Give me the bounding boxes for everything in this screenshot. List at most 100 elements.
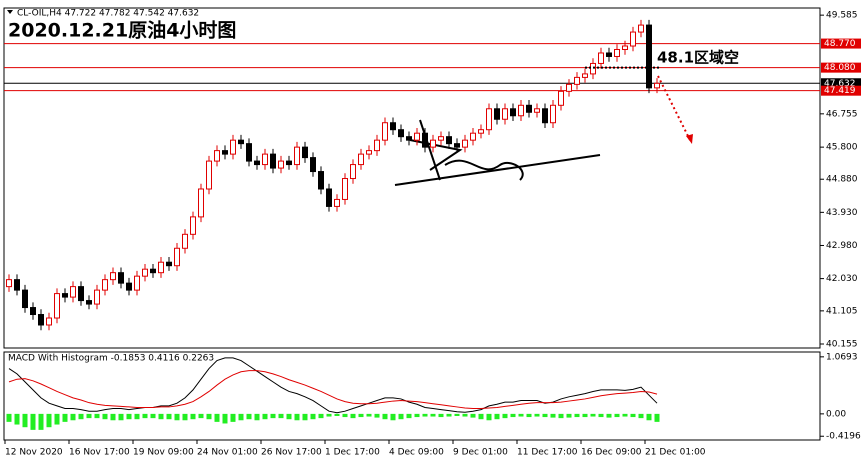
y-tick-label: 49.585: [826, 11, 858, 21]
level-label: 48.770: [824, 39, 856, 49]
histogram-bar: [510, 413, 516, 418]
y-tick-label: 45.800: [826, 143, 858, 153]
candle-body: [214, 150, 220, 162]
candle-body: [270, 153, 276, 169]
candle-body: [430, 139, 436, 148]
histogram-bar: [110, 413, 116, 421]
candle-body: [558, 90, 564, 106]
level-label: 47.632: [824, 79, 856, 89]
histogram-bar: [390, 413, 396, 421]
candle-body: [6, 279, 12, 288]
macd-pane: [3, 351, 821, 441]
candle-body: [654, 82, 660, 89]
candle-body: [486, 108, 492, 131]
candle-body: [422, 132, 428, 148]
histogram-bar: [638, 413, 644, 419]
y-tick-label: 41.105: [826, 306, 858, 316]
histogram-bar: [182, 413, 188, 421]
candle-body: [478, 129, 484, 134]
candle-body: [470, 132, 476, 141]
y-tick-label: 1.0693: [826, 352, 858, 362]
macd-line: [8, 370, 658, 410]
histogram-bar: [142, 413, 148, 419]
histogram-bar: [302, 413, 308, 421]
histogram-bar: [30, 413, 36, 430]
candle-body: [598, 52, 604, 64]
histogram-bar: [174, 413, 180, 421]
candle-body: [526, 104, 532, 113]
candle-body: [254, 160, 260, 166]
level-label: 47.419: [824, 86, 856, 96]
candle-body: [510, 108, 516, 117]
annotation: 48.1区域空: [657, 49, 739, 67]
candle-body: [174, 247, 180, 267]
histogram-bar: [278, 413, 284, 419]
y-tick-label: -0.4196: [826, 432, 861, 442]
x-tick-label: 1 Dec 17:00: [325, 448, 380, 458]
histogram-bar: [198, 413, 204, 419]
candle-body: [118, 272, 124, 284]
candle-body: [350, 164, 356, 180]
y-tick-label: 44.880: [826, 175, 858, 185]
histogram-bar: [582, 413, 588, 418]
candle-body: [286, 160, 292, 166]
candle-body: [454, 143, 460, 148]
candle-body: [590, 62, 596, 75]
candle-body: [646, 24, 652, 89]
candle-body: [134, 275, 140, 291]
x-tick-label: 21 Dec 01:00: [645, 448, 706, 458]
histogram-bar: [206, 413, 212, 420]
candle-body: [398, 129, 404, 138]
histogram-bar: [350, 413, 356, 419]
candle-body: [46, 317, 52, 326]
candle-body: [582, 73, 588, 78]
histogram-bar: [118, 413, 124, 421]
candle-body: [438, 136, 444, 141]
candle-body: [78, 286, 84, 302]
candle-body: [278, 160, 284, 169]
histogram-bar: [654, 413, 660, 422]
level-label-box: [821, 85, 861, 96]
x-tick-label: 19 Nov 09:00: [133, 448, 194, 458]
menu-triangle: [7, 10, 13, 14]
candle-body: [182, 233, 188, 249]
histogram-bar: [478, 413, 484, 420]
histogram-bar: [550, 413, 556, 418]
histogram-bar: [70, 413, 76, 421]
x-tick-label: 16 Dec 09:00: [581, 448, 642, 458]
candle-body: [502, 108, 508, 120]
candle-body: [414, 132, 420, 141]
histogram-bar: [54, 413, 60, 425]
histogram-bar: [134, 413, 140, 420]
histogram-bar: [326, 413, 332, 417]
chart-title: 2020.12.21原油4小时图: [8, 20, 236, 42]
macd-header: MACD With Histogram -0.1853 0.4116 0.226…: [8, 354, 214, 364]
histogram-bar: [150, 413, 156, 419]
histogram-bar: [94, 413, 100, 419]
histogram-bar: [486, 413, 492, 421]
level-label-box: [821, 78, 861, 89]
candle-body: [86, 300, 92, 305]
candle-body: [150, 268, 156, 274]
histogram-bar: [190, 413, 196, 420]
histogram-bar: [78, 413, 84, 420]
histogram-bar: [526, 413, 532, 418]
candle-body: [70, 286, 76, 298]
candle-body: [94, 289, 100, 305]
candle-body: [206, 160, 212, 190]
x-tick-label: 26 Nov 17:00: [261, 448, 322, 458]
candle-body: [158, 261, 164, 274]
histogram-bar: [598, 413, 604, 418]
candle-body: [62, 293, 68, 298]
histogram-bar: [646, 413, 652, 421]
histogram-bar: [566, 413, 572, 418]
histogram-bar: [126, 413, 132, 420]
candle-body: [534, 108, 540, 113]
histogram-bar: [542, 413, 548, 418]
histogram-bar: [414, 413, 420, 418]
x-tick-label: 24 Nov 01:00: [197, 448, 258, 458]
candle-body: [238, 139, 244, 145]
histogram-bar: [606, 413, 612, 418]
candle-body: [542, 108, 548, 124]
candle-body: [334, 198, 340, 207]
